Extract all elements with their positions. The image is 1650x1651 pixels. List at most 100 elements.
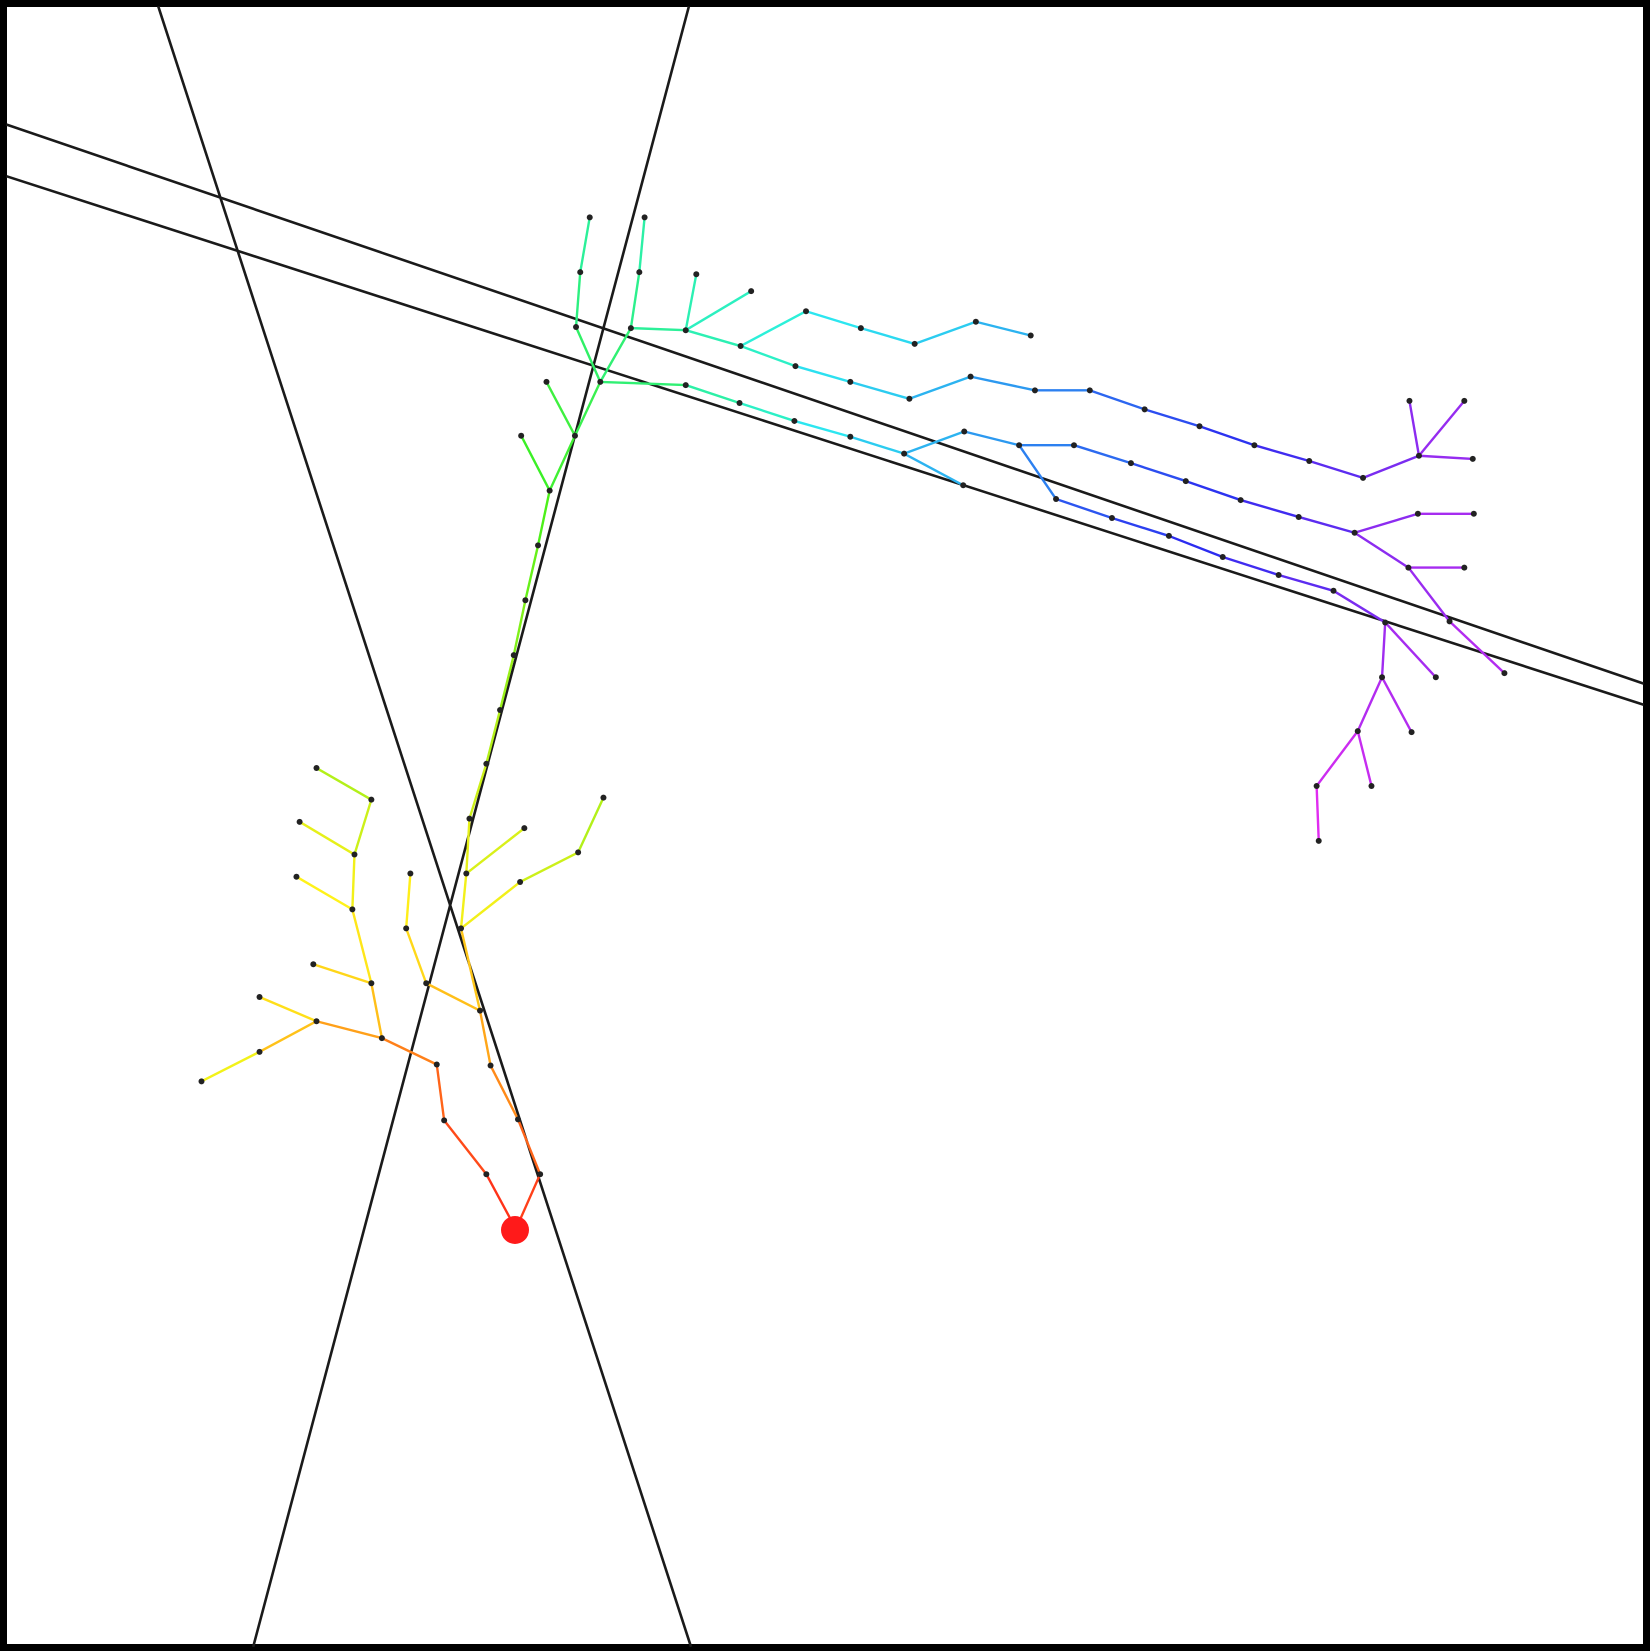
tree-node (972, 318, 979, 325)
tree-edge (1356, 729, 1373, 788)
tree-edge (913, 320, 978, 346)
tree-edge (684, 289, 753, 332)
tree-edge (739, 310, 808, 348)
tree-node (1016, 442, 1023, 449)
tree-node (1415, 452, 1422, 459)
tree-node (256, 993, 263, 1000)
tree-node (1406, 397, 1413, 404)
tree-edge (576, 796, 605, 854)
tree-node (537, 1171, 544, 1178)
tree-edge (974, 320, 1032, 337)
tree-edge (793, 419, 852, 438)
tree-edge (1407, 566, 1451, 623)
tree-node (1306, 458, 1313, 465)
guide-line-3 (5, 123, 1645, 685)
tree-node (466, 815, 473, 822)
tree-node (407, 870, 414, 877)
tree-node (792, 363, 799, 370)
tree-node (1315, 837, 1322, 844)
tree-node (1470, 510, 1477, 517)
tree-edge (485, 708, 502, 766)
tree-node (1141, 406, 1148, 413)
tree-edge (465, 817, 471, 875)
tree-node (1382, 619, 1389, 626)
tree-node (1027, 332, 1034, 339)
tree-edge (638, 216, 646, 274)
tree-node (1446, 618, 1453, 625)
tree-edge (1221, 555, 1280, 577)
tree-node (1330, 587, 1337, 594)
tree-edge (579, 216, 591, 274)
guide-line-4 (5, 174, 1645, 706)
guide-line-2 (251, 5, 691, 1648)
tree-node (1070, 442, 1077, 449)
tree-edge (1448, 620, 1506, 675)
tree-edge (435, 1063, 446, 1122)
tree-node (349, 906, 356, 913)
tree-node (423, 980, 430, 987)
tree-node (487, 1062, 494, 1069)
tree-edge (1353, 531, 1410, 569)
tree-edge (524, 544, 540, 602)
tree-edge (425, 982, 482, 1012)
tree-node (296, 818, 303, 825)
tree-edge (468, 762, 488, 820)
tree-node (351, 851, 358, 858)
tree-edge (1383, 621, 1438, 679)
tree-edge (404, 927, 428, 985)
tree-node (575, 849, 582, 856)
tree-edge (963, 430, 1021, 447)
tree-node (310, 961, 317, 968)
tree-node (313, 765, 320, 772)
tree-node (543, 378, 550, 385)
tree-node (1368, 782, 1375, 789)
tree-edge (459, 927, 482, 1012)
tree-node (586, 214, 593, 221)
tree-edge (1361, 454, 1421, 480)
tree-edge (519, 434, 551, 492)
tree-node (960, 482, 967, 489)
tree-node (1053, 496, 1060, 503)
tree-edge (298, 820, 356, 856)
tree-node (1295, 513, 1302, 520)
tree-node (1461, 397, 1468, 404)
tree-edge (1315, 729, 1359, 788)
tree-node (293, 873, 300, 880)
tree-node (463, 870, 470, 877)
tree-node (521, 825, 528, 832)
tree-edge (1332, 589, 1387, 624)
tree-edge (1277, 573, 1335, 592)
tree-node (1182, 478, 1189, 485)
tree-node (1379, 674, 1386, 681)
tree-node (1108, 514, 1115, 521)
tree-node (577, 269, 584, 276)
tree-node (1360, 474, 1367, 481)
tree-nodes (198, 214, 1508, 1178)
tree-node (627, 325, 634, 332)
tree-node (368, 796, 375, 803)
tree-node (1461, 564, 1468, 571)
tree-node (518, 432, 525, 439)
tree-node (961, 428, 968, 435)
tree-node (1127, 460, 1134, 467)
tree-node (483, 1171, 490, 1178)
tree-node (483, 760, 490, 767)
tree-node (803, 308, 810, 315)
tree-edge (312, 963, 373, 985)
tree-node (256, 1048, 263, 1055)
tree-edge (902, 430, 966, 455)
tree-edge (1356, 676, 1384, 733)
tree-edge (258, 1020, 318, 1054)
tree-edge (574, 325, 602, 384)
tree-node (1469, 455, 1476, 462)
tree-node (1405, 564, 1412, 571)
tree-edge (442, 1119, 488, 1176)
tree-edge (629, 270, 641, 330)
tree-edge (315, 1020, 384, 1040)
tree-edge (804, 310, 863, 330)
tree-edge (1129, 461, 1188, 483)
tree-node (857, 325, 864, 332)
tree-node (433, 1061, 440, 1068)
tree-node (1501, 670, 1508, 677)
tree-node (1408, 729, 1415, 736)
